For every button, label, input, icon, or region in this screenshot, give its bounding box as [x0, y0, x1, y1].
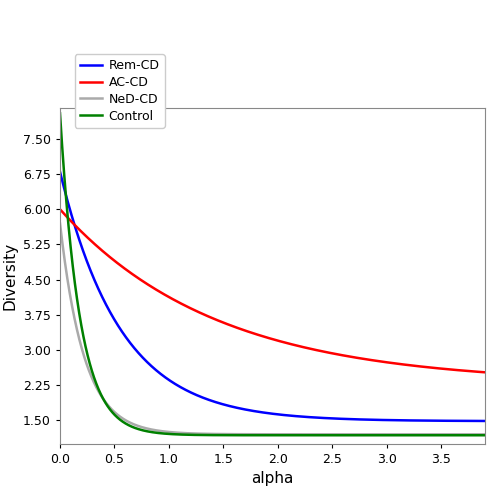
Line: Control: Control [60, 113, 485, 435]
Rem-CD [130, 345, 136, 351]
Control [482, 432, 488, 438]
NeD-CD [474, 431, 480, 437]
Rem-CD [57, 169, 63, 175]
Rem-CD [474, 418, 480, 424]
Rem-CD [220, 401, 226, 407]
AC-CD [57, 207, 63, 212]
Rem-CD [482, 418, 488, 424]
Rem-CD [428, 418, 434, 423]
AC-CD [106, 253, 112, 259]
Y-axis label: Diversity: Diversity [2, 242, 18, 310]
Control [57, 110, 63, 116]
NeD-CD [428, 431, 434, 437]
Legend: Rem-CD, AC-CD, NeD-CD, Control: Rem-CD, AC-CD, NeD-CD, Control [75, 54, 164, 128]
NeD-CD [482, 431, 488, 437]
AC-CD [482, 369, 488, 375]
Line: AC-CD: AC-CD [60, 210, 485, 372]
Control [220, 432, 226, 438]
Rem-CD [106, 306, 112, 312]
AC-CD [130, 272, 136, 278]
Control [474, 432, 480, 438]
NeD-CD [106, 403, 112, 409]
Control [238, 432, 244, 438]
Control [130, 424, 136, 430]
Line: NeD-CD: NeD-CD [60, 223, 485, 434]
NeD-CD [130, 422, 136, 427]
AC-CD [238, 326, 244, 332]
AC-CD [474, 369, 480, 375]
NeD-CD [57, 220, 63, 226]
Control [106, 404, 112, 410]
NeD-CD [238, 431, 244, 437]
AC-CD [220, 319, 226, 325]
NeD-CD [220, 431, 226, 437]
X-axis label: alpha: alpha [252, 471, 294, 486]
Control [428, 432, 434, 438]
Rem-CD [238, 406, 244, 412]
AC-CD [428, 365, 434, 371]
Line: Rem-CD: Rem-CD [60, 172, 485, 421]
